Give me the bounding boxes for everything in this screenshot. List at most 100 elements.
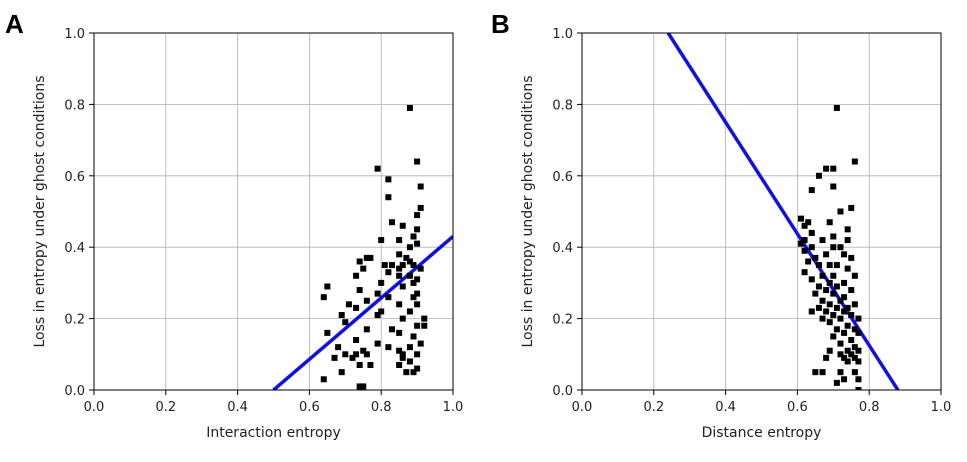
data-point xyxy=(378,308,385,315)
data-point xyxy=(414,158,421,165)
data-point xyxy=(410,369,417,376)
data-point xyxy=(823,251,830,258)
data-point xyxy=(837,208,844,215)
data-point xyxy=(837,297,844,304)
data-point xyxy=(324,329,331,336)
data-point xyxy=(837,369,844,376)
data-point xyxy=(837,340,844,347)
data-point xyxy=(837,244,844,251)
data-point xyxy=(396,347,403,354)
data-point xyxy=(812,290,819,297)
data-point xyxy=(417,204,424,211)
data-point xyxy=(823,308,830,315)
data-point xyxy=(406,344,413,351)
data-point xyxy=(410,233,417,240)
data-point xyxy=(815,262,822,269)
data-point xyxy=(349,354,356,361)
data-point xyxy=(855,315,862,322)
data-point xyxy=(360,383,367,390)
data-point xyxy=(855,347,862,354)
data-point xyxy=(808,276,815,283)
data-point xyxy=(399,315,406,322)
data-point xyxy=(855,387,862,390)
data-point xyxy=(385,194,392,201)
x-tick-label: 1.0 xyxy=(931,400,952,415)
data-point xyxy=(808,244,815,251)
data-point xyxy=(406,308,413,315)
fit-line-group-b xyxy=(666,33,900,390)
data-point xyxy=(823,287,830,294)
data-point xyxy=(342,351,349,358)
data-point xyxy=(396,265,403,272)
data-point xyxy=(819,297,826,304)
data-point xyxy=(815,283,822,290)
data-point xyxy=(830,272,837,279)
y-tick-label: 0.2 xyxy=(64,313,85,328)
data-point xyxy=(841,329,848,336)
y-tick-label: 0.2 xyxy=(552,313,573,328)
data-point xyxy=(388,326,395,333)
data-point xyxy=(851,301,858,308)
data-point xyxy=(410,333,417,340)
data-point xyxy=(353,304,360,311)
data-point xyxy=(414,351,421,358)
data-point xyxy=(396,362,403,369)
data-point xyxy=(841,308,848,315)
data-point xyxy=(797,240,804,247)
data-point xyxy=(363,351,370,358)
data-point xyxy=(826,279,833,286)
plot-frame-a xyxy=(93,32,454,391)
scatter-panel-b: B 0.0 0.2 0.4 0.6 0.8 1.0 0.00.20.40.60.81.0 … xyxy=(491,9,951,441)
data-point xyxy=(396,272,403,279)
data-point xyxy=(841,279,848,286)
data-point xyxy=(363,254,370,261)
regression-line xyxy=(666,33,900,390)
data-point xyxy=(374,290,381,297)
x-tick-label: 0.2 xyxy=(643,400,664,415)
data-point xyxy=(338,312,345,319)
y-axis-label-a: Loss in entropy under ghost conditions xyxy=(32,75,48,347)
data-point xyxy=(801,237,808,244)
x-ticks-a: 0.0 0.2 0.4 0.6 0.8 1.0 xyxy=(84,390,463,415)
x-ticks-b: 0.0 0.2 0.4 0.6 0.8 1.0 xyxy=(572,390,952,415)
data-point xyxy=(403,369,410,376)
data-point xyxy=(417,340,424,347)
data-point xyxy=(353,272,360,279)
data-point xyxy=(837,315,844,322)
data-point xyxy=(812,254,819,261)
points-group-a xyxy=(320,104,428,390)
y-ticks-b: 0.0 0.2 0.4 0.6 0.8 1.0 xyxy=(552,27,582,399)
data-point xyxy=(320,376,327,383)
data-point xyxy=(826,347,833,354)
data-point xyxy=(353,351,360,358)
data-point xyxy=(844,358,851,365)
data-point xyxy=(851,272,858,279)
y-tick-label: 0.4 xyxy=(64,241,85,256)
data-point xyxy=(374,312,381,319)
points-group-b xyxy=(797,104,862,390)
data-point xyxy=(396,329,403,336)
x-tick-label: 0.0 xyxy=(84,400,105,415)
data-point xyxy=(844,265,851,272)
data-point xyxy=(363,297,370,304)
data-point xyxy=(830,244,837,251)
data-point xyxy=(356,287,363,294)
x-tick-label: 0.2 xyxy=(155,400,176,415)
data-point xyxy=(399,222,406,229)
data-point xyxy=(812,369,819,376)
y-axis-label-b: Loss in entropy under ghost conditions xyxy=(520,75,536,347)
data-point xyxy=(410,262,417,269)
data-point xyxy=(396,237,403,244)
data-point xyxy=(414,276,421,283)
data-point xyxy=(848,254,855,261)
data-point xyxy=(830,183,837,190)
x-tick-label: 0.4 xyxy=(227,400,248,415)
grid-b xyxy=(581,32,942,391)
data-point xyxy=(406,258,413,265)
data-point xyxy=(406,272,413,279)
scatter-panel-a: A 0.0 0.2 0.4 0.6 0.8 1.0 0.00.20.40.60.81.0 … xyxy=(5,9,463,441)
data-point xyxy=(855,329,862,336)
x-tick-label: 0.4 xyxy=(715,400,736,415)
data-point xyxy=(805,258,812,265)
data-point xyxy=(360,347,367,354)
